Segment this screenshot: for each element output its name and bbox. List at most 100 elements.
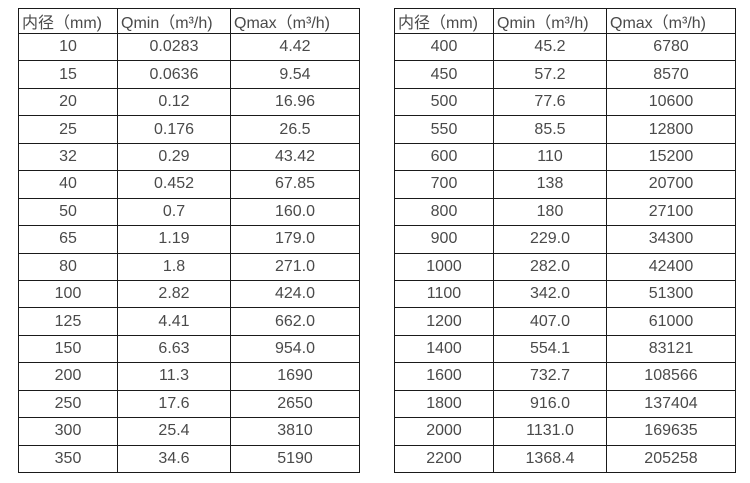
table-row: 80 1.8 271.0 <box>18 252 360 281</box>
table-cell: 9.54 <box>230 60 360 89</box>
table-cell: 300 <box>18 417 118 446</box>
table-cell: 83121 <box>606 334 736 364</box>
table-cell: 800 <box>394 197 494 227</box>
table-cell: 6.63 <box>117 334 231 364</box>
table-row: 200 11.3 1690 <box>18 362 360 391</box>
table-cell: 2.82 <box>117 279 231 309</box>
table-row: 2200 1368.4 205258 <box>394 444 736 474</box>
table-row: 150 6.63 954.0 <box>18 334 360 364</box>
table-cell: 1.8 <box>117 252 231 281</box>
table-cell: 350 <box>18 444 118 474</box>
table-cell: 1131.0 <box>493 417 607 446</box>
column-header-diameter: 内径（mm) <box>394 8 494 34</box>
table-row: 125 4.41 662.0 <box>18 307 360 336</box>
table-cell: 125 <box>18 307 118 336</box>
table-cell: 662.0 <box>230 307 360 336</box>
table-cell: 100 <box>18 279 118 309</box>
table-cell: 108566 <box>606 362 736 391</box>
table-row: 700 138 20700 <box>394 170 736 199</box>
table-cell: 45.2 <box>493 32 607 62</box>
table-cell: 25 <box>18 115 118 144</box>
table-row: 450 57.2 8570 <box>394 60 736 89</box>
table-cell: 4.42 <box>230 32 360 62</box>
column-header-diameter: 内径（mm) <box>18 8 118 34</box>
table-cell: 80 <box>18 252 118 281</box>
table-cell: 500 <box>394 87 494 117</box>
table-cell: 160.0 <box>230 197 360 227</box>
table-cell: 5190 <box>230 444 360 474</box>
table-cell: 554.1 <box>493 334 607 364</box>
table-header-row: 内径（mm) Qmin（m³/h) Qmax（m³/h) <box>394 8 736 34</box>
table-row: 40 0.452 67.85 <box>18 170 360 199</box>
table-cell: 137404 <box>606 389 736 419</box>
table-cell: 0.0636 <box>117 60 231 89</box>
table-cell: 15 <box>18 60 118 89</box>
table-cell: 10 <box>18 32 118 62</box>
table-cell: 900 <box>394 225 494 254</box>
table-cell: 2000 <box>394 417 494 446</box>
table-row: 25 0.176 26.5 <box>18 115 360 144</box>
table-cell: 250 <box>18 389 118 419</box>
table-cell: 205258 <box>606 444 736 474</box>
table-cell: 15200 <box>606 142 736 172</box>
table-row: 550 85.5 12800 <box>394 115 736 144</box>
table-cell: 27100 <box>606 197 736 227</box>
table-cell: 342.0 <box>493 279 607 309</box>
table-cell: 51300 <box>606 279 736 309</box>
table-row: 300 25.4 3810 <box>18 417 360 446</box>
table-cell: 1400 <box>394 334 494 364</box>
table-cell: 8570 <box>606 60 736 89</box>
table-row: 1000 282.0 42400 <box>394 252 736 281</box>
table-cell: 25.4 <box>117 417 231 446</box>
table-cell: 407.0 <box>493 307 607 336</box>
table-row: 1800 916.0 137404 <box>394 389 736 419</box>
table-cell: 0.452 <box>117 170 231 199</box>
table-cell: 61000 <box>606 307 736 336</box>
table-cell: 1600 <box>394 362 494 391</box>
table-cell: 2200 <box>394 444 494 474</box>
table-row: 15 0.0636 9.54 <box>18 60 360 89</box>
table-cell: 229.0 <box>493 225 607 254</box>
table-cell: 20 <box>18 87 118 117</box>
table-cell: 700 <box>394 170 494 199</box>
table-cell: 4.41 <box>117 307 231 336</box>
table-cell: 6780 <box>606 32 736 62</box>
table-body: 400 45.2 6780 450 57.2 8570 500 77.6 10600 550 85.… <box>394 32 736 474</box>
table-cell: 424.0 <box>230 279 360 309</box>
table-body: 10 0.0283 4.42 15 0.0636 9.54 20 0.12 16.96 25 0.1… <box>18 32 360 474</box>
table-cell: 77.6 <box>493 87 607 117</box>
table-row: 400 45.2 6780 <box>394 32 736 62</box>
table-cell: 1690 <box>230 362 360 391</box>
column-header-qmax: Qmax（m³/h) <box>606 8 736 34</box>
table-cell: 12800 <box>606 115 736 144</box>
table-cell: 179.0 <box>230 225 360 254</box>
table-row: 20 0.12 16.96 <box>18 87 360 117</box>
table-cell: 450 <box>394 60 494 89</box>
table-cell: 1000 <box>394 252 494 281</box>
table-cell: 3810 <box>230 417 360 446</box>
table-cell: 954.0 <box>230 334 360 364</box>
table-row: 1200 407.0 61000 <box>394 307 736 336</box>
table-row: 1600 732.7 108566 <box>394 362 736 391</box>
table-cell: 0.29 <box>117 142 231 172</box>
table-cell: 17.6 <box>117 389 231 419</box>
table-row: 32 0.29 43.42 <box>18 142 360 172</box>
table-cell: 65 <box>18 225 118 254</box>
table-row: 800 180 27100 <box>394 197 736 227</box>
table-cell: 916.0 <box>493 389 607 419</box>
table-cell: 732.7 <box>493 362 607 391</box>
table-row: 10 0.0283 4.42 <box>18 32 360 62</box>
table-cell: 0.7 <box>117 197 231 227</box>
table-row: 500 77.6 10600 <box>394 87 736 117</box>
table-cell: 67.85 <box>230 170 360 199</box>
table-cell: 138 <box>493 170 607 199</box>
table-row: 100 2.82 424.0 <box>18 279 360 309</box>
table-cell: 600 <box>394 142 494 172</box>
flow-range-table-left: 内径（mm) Qmin（m³/h) Qmax（m³/h) 10 0.0283 4.4… <box>18 8 360 474</box>
table-row: 250 17.6 2650 <box>18 389 360 419</box>
table-cell: 26.5 <box>230 115 360 144</box>
table-cell: 0.0283 <box>117 32 231 62</box>
table-cell: 42400 <box>606 252 736 281</box>
table-cell: 50 <box>18 197 118 227</box>
table-cell: 1.19 <box>117 225 231 254</box>
